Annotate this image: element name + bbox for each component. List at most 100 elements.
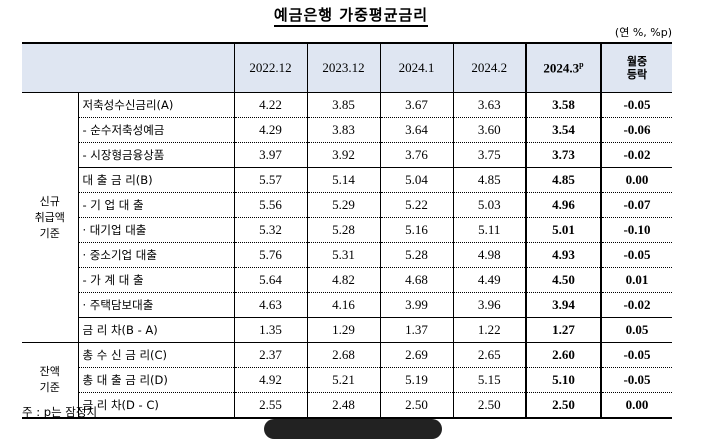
cell-current: 5.01 <box>525 217 602 243</box>
cell-value: 3.67 <box>379 92 453 118</box>
cell-value: 3.92 <box>306 142 380 168</box>
row-label: - 기 업 대 출 <box>78 192 235 218</box>
cell-current: 3.73 <box>525 142 602 168</box>
cell-value: 5.28 <box>306 217 380 243</box>
row-label: 총 수 신 금 리(C) <box>78 342 235 368</box>
header-period-4: 2024.2 <box>452 42 526 93</box>
cell-value: 4.49 <box>452 267 526 293</box>
cell-value: 3.97 <box>233 142 307 168</box>
table-row: - 가 계 대 출 5.64 4.82 4.68 4.49 4.50 0.01 <box>22 267 672 293</box>
row-label: 금 리 차(D - C) <box>78 392 235 419</box>
cell-change: -0.06 <box>600 117 672 143</box>
header-current-period: 2024.3p <box>525 42 602 93</box>
cell-value: 2.69 <box>379 342 453 368</box>
cell-value: 5.16 <box>379 217 453 243</box>
header-row: 2022.12 2023.12 2024.1 2024.2 2024.3p 월중… <box>22 42 672 93</box>
cell-value: 5.76 <box>233 242 307 268</box>
cell-value: 5.31 <box>306 242 380 268</box>
table-row: 총 대 출 금 리(D) 4.92 5.21 5.19 5.15 5.10 -0.05 <box>22 367 672 393</box>
cell-value: 3.85 <box>306 92 380 118</box>
cell-value: 2.50 <box>379 392 453 419</box>
cell-current: 5.10 <box>525 367 602 393</box>
cell-value: 4.63 <box>233 292 307 318</box>
cell-change: 0.00 <box>600 392 672 419</box>
cell-change: 0.05 <box>600 317 672 343</box>
cell-change: 0.01 <box>600 267 672 293</box>
table-row: · 주택담보대출 4.63 4.16 3.99 3.96 3.94 -0.02 <box>22 292 672 318</box>
cell-value: 4.98 <box>452 242 526 268</box>
cell-current: 3.54 <box>525 117 602 143</box>
cell-change: -0.05 <box>600 92 672 118</box>
table-row: 금 리 차(B - A) 1.35 1.29 1.37 1.22 1.27 0.05 <box>22 317 672 343</box>
cell-value: 3.99 <box>379 292 453 318</box>
row-label: - 가 계 대 출 <box>78 267 235 293</box>
cell-current: 4.85 <box>525 167 602 193</box>
cell-value: 5.15 <box>452 367 526 393</box>
cell-value: 3.76 <box>379 142 453 168</box>
table-row: · 중소기업 대출 5.76 5.31 5.28 4.98 4.93 -0.05 <box>22 242 672 268</box>
cell-current: 4.93 <box>525 242 602 268</box>
header-blank <box>22 42 234 93</box>
cell-current: 4.96 <box>525 192 602 218</box>
cell-value: 2.55 <box>233 392 307 419</box>
table-row: 대 출 금 리(B) 5.57 5.14 5.04 4.85 4.85 0.00 <box>22 167 672 193</box>
cell-value: 2.37 <box>233 342 307 368</box>
cell-change: 0.00 <box>600 167 672 193</box>
cell-current: 2.50 <box>525 392 602 419</box>
row-label: 총 대 출 금 리(D) <box>78 367 235 393</box>
cell-value: 3.60 <box>452 117 526 143</box>
cell-value: 2.68 <box>306 342 380 368</box>
row-label: - 순수저축성예금 <box>78 117 235 143</box>
cell-change: -0.05 <box>600 367 672 393</box>
cell-current: 4.50 <box>525 267 602 293</box>
cell-value: 4.82 <box>306 267 380 293</box>
table-row: - 순수저축성예금 4.29 3.83 3.64 3.60 3.54 -0.06 <box>22 117 672 143</box>
table-row: 금 리 차(D - C) 2.55 2.48 2.50 2.50 2.50 0.00 <box>22 392 672 419</box>
cell-value: 3.63 <box>452 92 526 118</box>
row-label: 금 리 차(B - A) <box>78 317 235 343</box>
cell-value: 1.29 <box>306 317 380 343</box>
table-row: 잔액 기준 총 수 신 금 리(C) 2.37 2.68 2.69 2.65 2.60 -0.0… <box>22 342 672 419</box>
cell-value: 4.92 <box>233 367 307 393</box>
cell-value: 2.50 <box>452 392 526 419</box>
header-period-1: 2022.12 <box>233 42 307 93</box>
cell-change: -0.07 <box>600 192 672 218</box>
cell-value: 4.16 <box>306 292 380 318</box>
header-period-2: 2023.12 <box>306 42 380 93</box>
cell-value: 4.85 <box>452 167 526 193</box>
cell-change: -0.02 <box>600 142 672 168</box>
cell-value: 4.29 <box>233 117 307 143</box>
cell-value: 5.32 <box>233 217 307 243</box>
cell-value: 5.21 <box>306 367 380 393</box>
table-row: - 기 업 대 출 5.56 5.29 5.22 5.03 4.96 -0.07 <box>22 192 672 218</box>
row-label: · 중소기업 대출 <box>78 242 235 268</box>
cell-value: 5.14 <box>306 167 380 193</box>
cell-value: 5.22 <box>379 192 453 218</box>
cell-change: -0.05 <box>600 342 672 368</box>
cell-value: 5.19 <box>379 367 453 393</box>
unit-label: (연 %, %p) <box>614 26 672 39</box>
cell-value: 5.57 <box>233 167 307 193</box>
cell-change: -0.02 <box>600 292 672 318</box>
cell-current: 2.60 <box>525 342 602 368</box>
cell-value: 3.83 <box>306 117 380 143</box>
cell-value: 1.35 <box>233 317 307 343</box>
row-label: 대 출 금 리(B) <box>78 167 235 193</box>
table-row: 신규 취급액 기준 저축성수신금리(A) 4.22 3.85 3.67 3.63 3.58 -0.… <box>22 92 672 343</box>
table-row: · 대기업 대출 5.32 5.28 5.16 5.11 5.01 -0.10 <box>22 217 672 243</box>
interest-rate-table: 2022.12 2023.12 2024.1 2024.2 2024.3p 월중… <box>22 42 672 419</box>
cell-value: 3.75 <box>452 142 526 168</box>
group-balance: 잔액 기준 <box>22 342 79 419</box>
cell-value: 3.64 <box>379 117 453 143</box>
row-label: - 시장형금융상품 <box>78 142 235 168</box>
group-new-issuance: 신규 취급액 기준 <box>22 92 79 343</box>
cell-value: 5.64 <box>233 267 307 293</box>
header-period-3: 2024.1 <box>379 42 453 93</box>
cell-value: 5.29 <box>306 192 380 218</box>
cell-value: 5.28 <box>379 242 453 268</box>
cell-value: 1.37 <box>379 317 453 343</box>
cell-current: 3.94 <box>525 292 602 318</box>
footnote: 주 : p는 잠정치 <box>22 405 98 419</box>
cell-current: 3.58 <box>525 92 602 118</box>
row-label: 저축성수신금리(A) <box>78 92 235 118</box>
